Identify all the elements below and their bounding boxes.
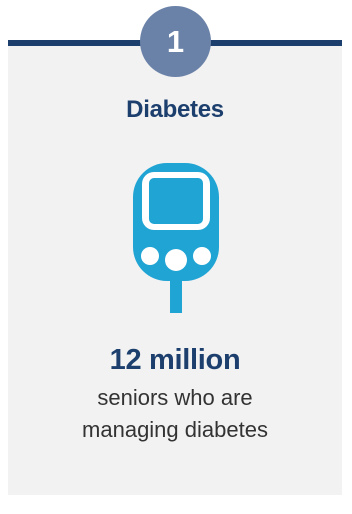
step-number-badge: 1 [140, 6, 211, 77]
stat-description: seniors who are managing diabetes [8, 382, 342, 446]
stat-value: 12 million [109, 344, 241, 376]
description-line-1: seniors who are [97, 385, 253, 410]
description-line-2: managing diabetes [82, 417, 268, 442]
glucose-meter-icon [133, 163, 219, 313]
card-title: Diabetes [126, 96, 224, 123]
